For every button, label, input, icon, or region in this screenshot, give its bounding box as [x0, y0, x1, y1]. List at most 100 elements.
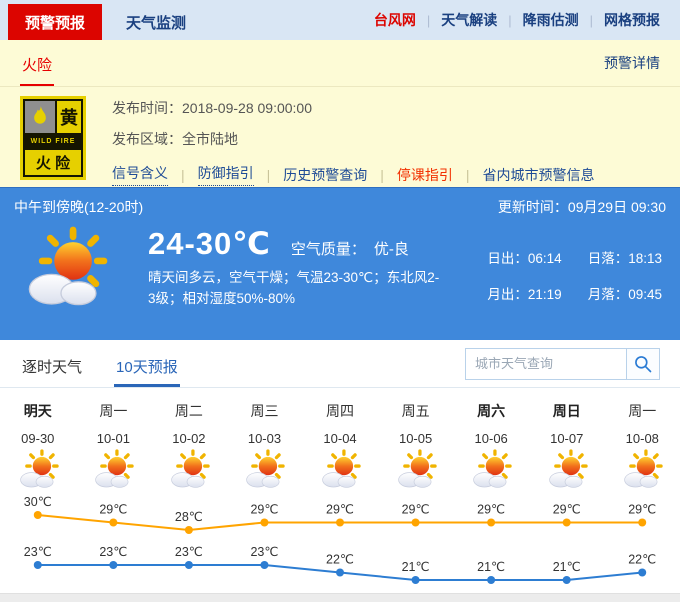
- sunset-label: 日落：: [588, 251, 629, 266]
- chart-point-label: 29℃: [250, 503, 278, 517]
- chart-point-low_temp: [34, 561, 42, 569]
- search-input[interactable]: [465, 348, 627, 380]
- sun-behind-cloud-icon: [168, 449, 210, 491]
- horizontal-scrollbar[interactable]: [0, 593, 680, 602]
- link-separator: |: [181, 167, 185, 183]
- chart-point-label: 29℃: [628, 503, 656, 517]
- publish-area-label: 发布区域：: [112, 131, 182, 147]
- sun-behind-cloud-icon: [243, 449, 285, 491]
- chart-point-label: 22℃: [628, 553, 656, 567]
- tab-hourly-weather[interactable]: 逐时天气: [20, 341, 84, 387]
- chart-point-label: 21℃: [402, 560, 430, 574]
- chart-point-low_temp: [260, 561, 268, 569]
- flame-icon: [25, 101, 55, 133]
- moonset-label: 月落：: [588, 287, 629, 302]
- sunset-time: 日落：18:13: [588, 247, 662, 267]
- chart-point-high_temp: [260, 519, 268, 527]
- chart-point-high_temp: [638, 519, 646, 527]
- day-weather-icon: [227, 449, 303, 491]
- day-weather-icon: [529, 449, 605, 491]
- chart-point-label: 29℃: [99, 503, 127, 517]
- nav-separator: |: [427, 13, 430, 28]
- day-weather-icon: [302, 449, 378, 491]
- search-button[interactable]: [627, 348, 660, 380]
- chart-point-label: 29℃: [477, 503, 505, 517]
- period-title: 中午到傍晚(12-20时): [14, 197, 143, 217]
- chart-point-low_temp: [487, 576, 495, 584]
- moonrise-time: 月出：21:19: [487, 283, 561, 303]
- badge-type-chinese: 火 险: [25, 150, 81, 175]
- sun-behind-cloud-icon: [621, 449, 663, 491]
- topnav-link-2[interactable]: 天气解读: [441, 10, 497, 30]
- chart-point-low_temp: [638, 569, 646, 577]
- alert-link-2[interactable]: 防御指引: [198, 163, 254, 186]
- moonset-value: 09:45: [628, 287, 662, 302]
- sun-behind-cloud-icon: [22, 226, 108, 312]
- chart-point-low_temp: [185, 561, 193, 569]
- publish-time: 发布时间：2018-09-28 09:00:00: [112, 98, 595, 118]
- day-name: 周日: [529, 401, 605, 421]
- tab-label: 天气监测: [126, 12, 186, 33]
- topnav-link-3[interactable]: 降雨估测: [523, 10, 579, 30]
- alert-link-5[interactable]: 省内城市预警信息: [483, 165, 595, 185]
- forecast-day-10-06[interactable]: 周六 10-06: [453, 401, 529, 491]
- chart-point-label: 23℃: [99, 545, 127, 559]
- tab-label: 预警预报: [25, 12, 85, 33]
- badge-type-english: WILD FIRE: [25, 135, 81, 148]
- topnav-link-group: 台风网|天气解读|降雨估测|网格预报: [374, 0, 660, 40]
- tab-weather-monitoring[interactable]: 天气监测: [102, 4, 210, 40]
- day-weather-icon: [605, 449, 680, 491]
- day-weather-icon: [453, 449, 529, 491]
- day-name: 周二: [151, 401, 227, 421]
- panel-main: 24-30℃ 空气质量：优-良 晴天间多云，空气干燥；气温23-30℃；东北风2…: [14, 226, 666, 312]
- badge-top-row: 黄: [25, 101, 81, 133]
- day-weather-icon: [151, 449, 227, 491]
- chart-point-label: 23℃: [24, 545, 52, 559]
- chart-point-high_temp: [487, 519, 495, 527]
- day-date: 10-03: [227, 431, 303, 446]
- alert-link-3[interactable]: 历史预警查询: [283, 165, 367, 185]
- tab-warning-forecast[interactable]: 预警预报: [8, 4, 102, 40]
- day-date: 10-06: [453, 431, 529, 446]
- sun-behind-cloud-icon: [395, 449, 437, 491]
- topnav-link-1[interactable]: 台风网: [374, 10, 416, 30]
- chart-point-label: 21℃: [553, 560, 581, 574]
- weather-description: 晴天间多云，空气干燥；气温23-30℃；东北风2-3级；相对湿度50%-80%: [148, 267, 440, 309]
- day-name: 周六: [453, 401, 529, 421]
- tab-10-day-forecast[interactable]: 10天预报: [114, 341, 180, 387]
- chart-point-label: 29℃: [326, 503, 354, 517]
- sunrise-label: 日出：: [487, 251, 528, 266]
- city-weather-search: [465, 348, 660, 380]
- day-name: 明天: [0, 401, 76, 421]
- forecast-day-10-03[interactable]: 周三 10-03: [227, 401, 303, 491]
- link-separator: |: [380, 167, 384, 183]
- link-separator: |: [466, 167, 470, 183]
- topnav-link-4[interactable]: 网格预报: [604, 10, 660, 30]
- air-quality-value: 优-良: [374, 241, 409, 258]
- publish-area-value: 全市陆地: [182, 131, 238, 147]
- day-weather-icon: [378, 449, 454, 491]
- alert-link-4[interactable]: 停课指引: [397, 165, 453, 185]
- alert-category-tab-fire-risk[interactable]: 火险: [20, 41, 54, 86]
- alert-link-1[interactable]: 信号含义: [112, 163, 168, 186]
- chart-point-high_temp: [185, 526, 193, 534]
- day-name: 周一: [76, 401, 152, 421]
- badge-level-char: 黄: [57, 101, 81, 133]
- nav-separator: |: [590, 13, 593, 28]
- alert-details-link[interactable]: 预警详情: [604, 53, 660, 73]
- chart-point-high_temp: [336, 519, 344, 527]
- day-weather-icon: [76, 449, 152, 491]
- chart-point-label: 22℃: [326, 553, 354, 567]
- update-time-label: 更新时间：: [498, 199, 568, 215]
- alert-link-row: 信号含义|防御指引|历史预警查询|停课指引|省内城市预警信息: [112, 163, 595, 186]
- day-name: 周三: [227, 401, 303, 421]
- update-time-value: 09月29日 09:30: [568, 199, 666, 215]
